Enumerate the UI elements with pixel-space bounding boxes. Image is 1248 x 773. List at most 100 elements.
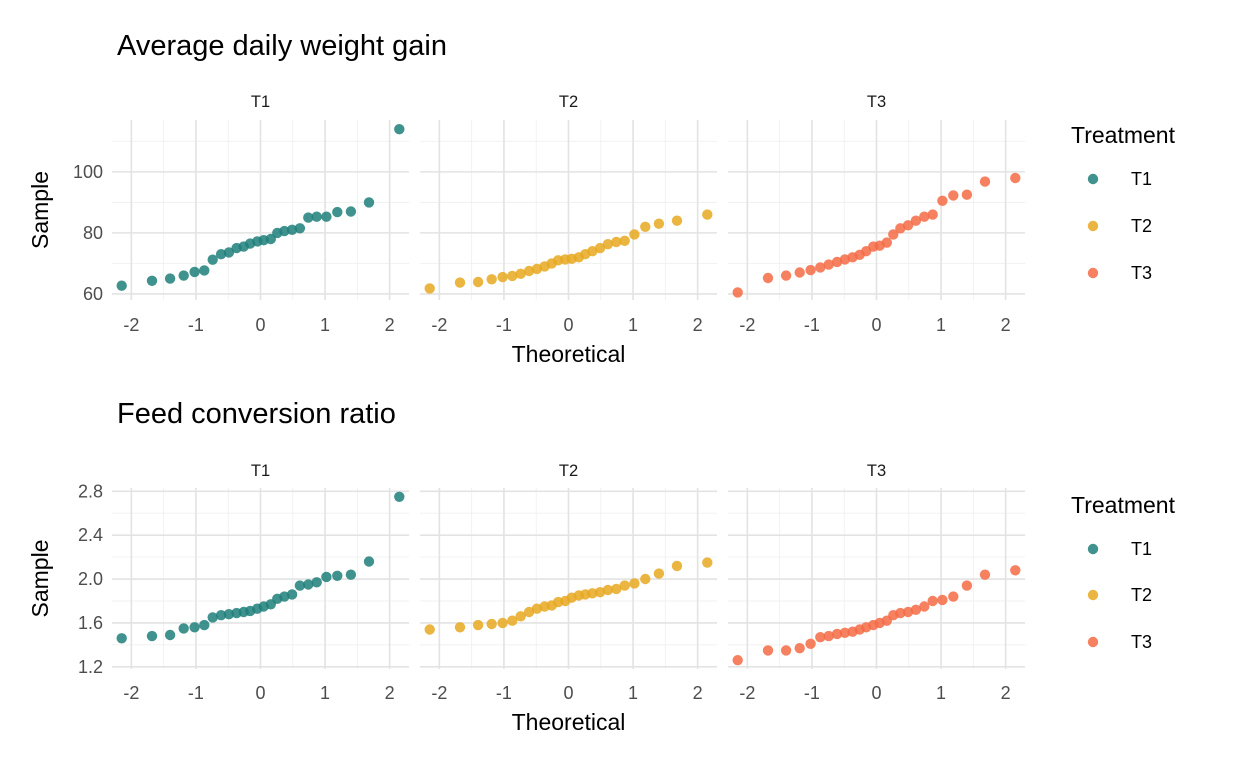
data-point-t2 [454, 277, 466, 288]
data-point-t2 [702, 209, 713, 220]
legend-label-t3: T3 [1131, 263, 1152, 283]
data-point-t3 [815, 632, 826, 643]
x-axis-title: Theoretical [512, 341, 626, 367]
data-point-t3 [762, 645, 774, 656]
data-point-t1 [345, 206, 357, 217]
legend-title: Treatment [1071, 492, 1176, 518]
y-tick-label: 60 [83, 284, 103, 304]
data-point-t3 [910, 604, 922, 615]
data-point-t3 [895, 607, 906, 619]
x-tick-label: 1 [936, 315, 946, 335]
data-point-t3 [823, 630, 834, 642]
data-point-t3 [919, 211, 930, 222]
data-point-t2 [619, 580, 630, 591]
data-point-t3 [979, 569, 991, 580]
data-point-t3 [1010, 172, 1021, 184]
data-point-t3 [948, 190, 959, 201]
data-point-t3 [831, 628, 843, 640]
x-tick-label: -2 [431, 315, 447, 335]
data-point-t3 [948, 591, 959, 602]
data-point-t1 [321, 211, 332, 222]
data-point-t3 [805, 638, 816, 649]
data-point-t2 [629, 578, 640, 589]
data-point-t1 [178, 270, 189, 281]
data-point-t2 [497, 271, 508, 283]
data-point-t3 [888, 229, 899, 240]
legend-label-t2: T2 [1131, 585, 1152, 605]
data-point-t1 [332, 206, 343, 218]
data-point-t3 [762, 272, 774, 284]
data-point-t2 [523, 265, 535, 277]
data-point-t1 [164, 273, 176, 284]
x-tick-label: 2 [1001, 315, 1011, 335]
data-point-t2 [594, 587, 606, 598]
data-point-t2 [629, 229, 640, 240]
x-tick-label: -2 [123, 315, 139, 335]
x-tick-label: -2 [739, 315, 755, 335]
data-point-t2 [515, 268, 526, 279]
data-point-t3 [732, 287, 743, 298]
x-tick-label: -1 [188, 315, 204, 335]
x-tick-label: 2 [693, 315, 703, 335]
data-point-t1 [164, 629, 176, 641]
data-point-t3 [815, 262, 826, 273]
data-point-t3 [794, 267, 805, 278]
data-point-t1 [178, 623, 189, 634]
data-point-t2 [587, 588, 598, 599]
data-point-t3 [919, 601, 930, 612]
y-tick-label: 2.4 [78, 525, 103, 545]
legend-label-t1: T1 [1131, 539, 1152, 559]
facet-strip-label: T1 [251, 93, 270, 111]
data-point-t1 [345, 569, 357, 580]
data-point-t2 [671, 215, 683, 226]
data-point-t3 [780, 645, 792, 656]
data-point-t1 [146, 275, 158, 286]
legend-key-t3 [1087, 636, 1099, 648]
data-point-t3 [1010, 565, 1021, 576]
facet-panel-t1: T1 -2 -1 0 1 2 [112, 93, 409, 335]
data-point-t3 [961, 580, 973, 591]
x-tick-label: -1 [804, 315, 820, 335]
data-point-t1 [279, 225, 290, 237]
data-point-t2 [702, 557, 713, 568]
x-tick-label: 2 [1001, 683, 1011, 703]
data-point-t1 [223, 609, 235, 620]
data-point-t1 [207, 254, 218, 265]
chart-row-1: Average daily weight gain T1 -2 -1 0 1 2 T2 -2 -1… [27, 30, 1176, 367]
data-point-t1 [116, 280, 127, 291]
data-point-t1 [286, 224, 298, 235]
chart-title: Feed conversion ratio [117, 398, 396, 430]
data-point-t2 [424, 624, 435, 635]
legend-key-t2 [1087, 220, 1099, 232]
legend-label-t1: T1 [1131, 169, 1152, 189]
facet-panel-t2: T2 -2 -1 0 1 2 [420, 93, 717, 335]
x-tick-label: -2 [123, 683, 139, 703]
data-point-t2 [619, 235, 630, 246]
data-point-t1 [311, 577, 322, 588]
data-point-t2 [523, 606, 535, 618]
data-point-t1 [199, 619, 210, 631]
data-point-t3 [881, 237, 892, 248]
data-point-t3 [732, 655, 743, 666]
data-point-t1 [394, 124, 405, 135]
data-point-t1 [303, 579, 314, 590]
data-point-t1 [146, 630, 158, 642]
legend-key-t3 [1087, 267, 1099, 279]
x-tick-label: 1 [628, 683, 638, 703]
facet-panel-t3: T3 -2 -1 0 1 2 [728, 93, 1025, 335]
data-point-t2 [671, 560, 683, 572]
data-point-t1 [223, 247, 235, 258]
facet-strip-label: T2 [559, 462, 578, 480]
legend-label-t2: T2 [1131, 216, 1152, 236]
data-point-t3 [831, 256, 843, 268]
x-tick-label: 0 [255, 315, 265, 335]
data-point-t1 [215, 610, 227, 621]
data-point-t3 [910, 215, 922, 226]
x-tick-label: -2 [431, 683, 447, 703]
legend-key-t1 [1087, 543, 1099, 555]
data-point-t3 [937, 594, 948, 606]
data-point-t1 [294, 580, 306, 591]
data-point-t2 [653, 568, 665, 579]
data-point-t1 [394, 491, 405, 502]
data-point-t1 [207, 612, 218, 623]
